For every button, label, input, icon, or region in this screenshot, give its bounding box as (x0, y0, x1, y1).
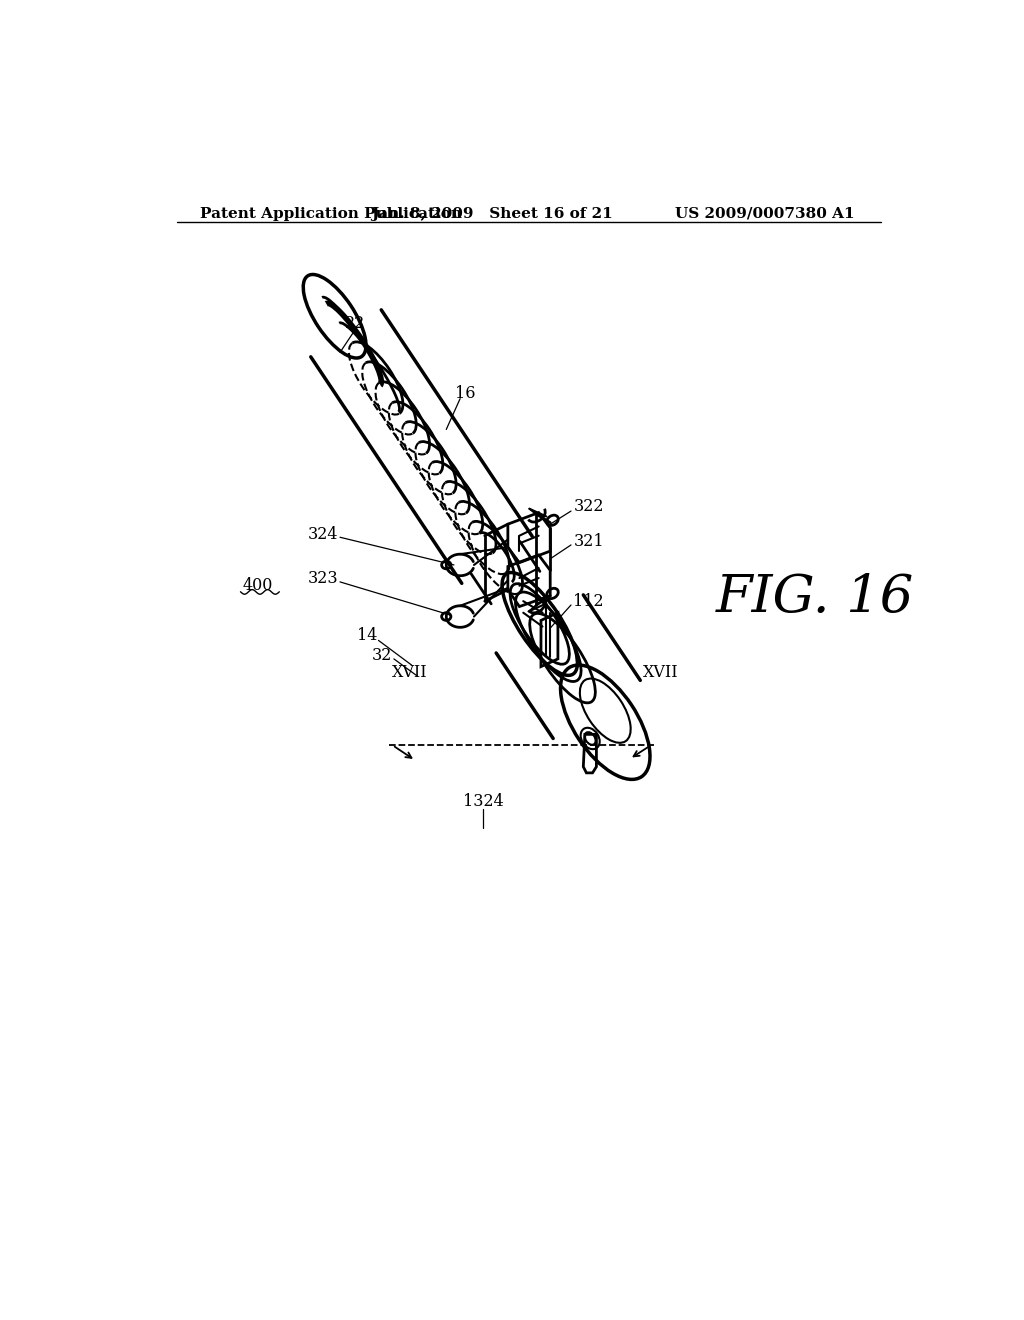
Text: 112: 112 (573, 593, 604, 610)
Text: 1324: 1324 (463, 793, 504, 810)
Text: Patent Application Publication: Patent Application Publication (200, 207, 462, 220)
Text: XVII: XVII (643, 664, 678, 681)
Text: 14: 14 (356, 627, 377, 644)
Text: 32: 32 (372, 647, 392, 664)
Text: 323: 323 (308, 569, 339, 586)
Text: 22: 22 (345, 315, 366, 333)
Text: FIG. 16: FIG. 16 (716, 572, 914, 623)
Text: 16: 16 (456, 384, 476, 401)
Text: XVII: XVII (392, 664, 428, 681)
Text: Jan. 8, 2009   Sheet 16 of 21: Jan. 8, 2009 Sheet 16 of 21 (372, 207, 613, 220)
Text: 321: 321 (573, 533, 604, 550)
Text: 322: 322 (573, 498, 604, 515)
Text: 324: 324 (308, 525, 339, 543)
Text: US 2009/0007380 A1: US 2009/0007380 A1 (675, 207, 854, 220)
Text: 400: 400 (243, 577, 272, 594)
